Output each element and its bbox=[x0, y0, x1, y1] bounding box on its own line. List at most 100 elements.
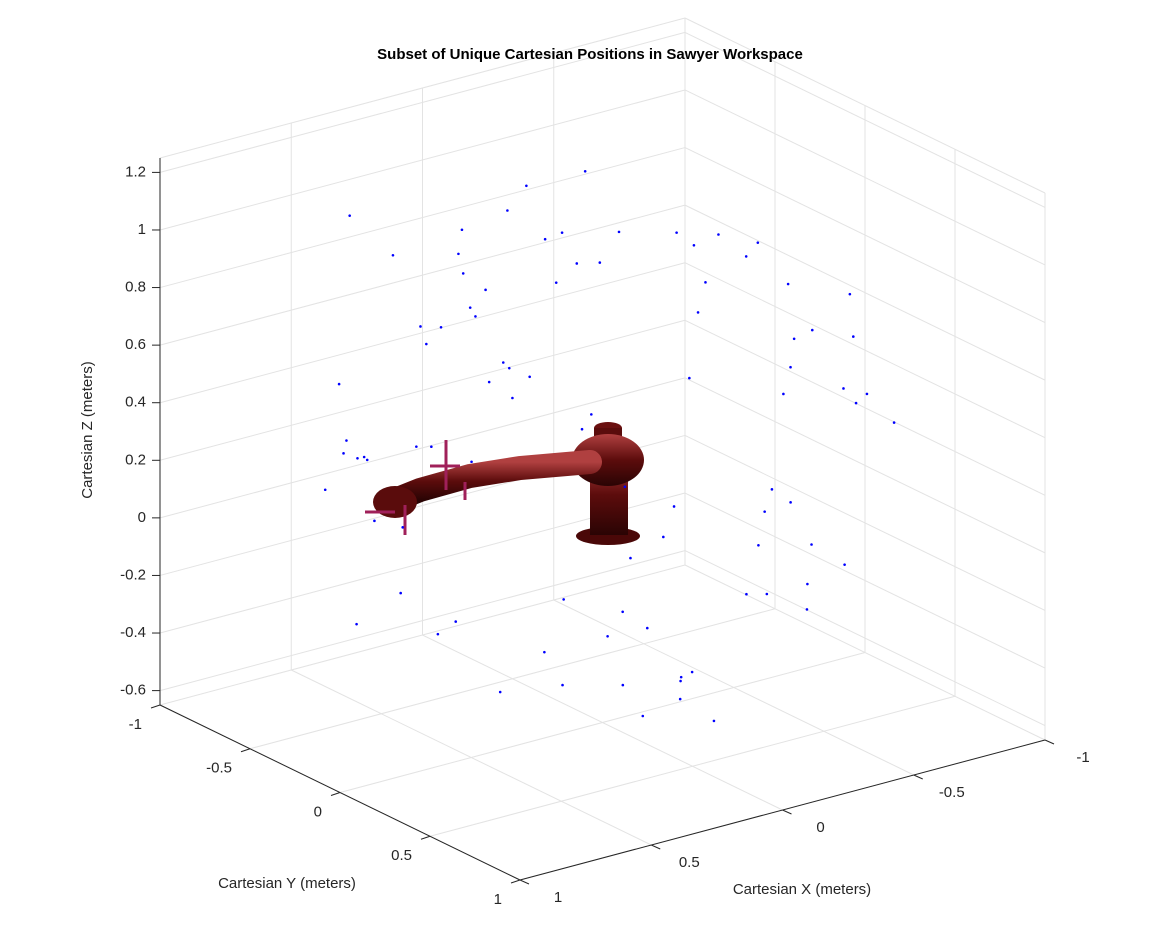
point bbox=[470, 460, 473, 464]
y-tick bbox=[420, 835, 431, 840]
point bbox=[692, 243, 696, 247]
point bbox=[342, 452, 345, 455]
grid-line bbox=[159, 319, 686, 461]
point bbox=[786, 282, 790, 286]
point bbox=[562, 598, 565, 601]
point bbox=[629, 556, 632, 560]
point bbox=[675, 231, 678, 234]
x-tick bbox=[782, 809, 792, 815]
grid-line bbox=[429, 695, 956, 837]
point bbox=[484, 288, 487, 292]
point bbox=[789, 501, 792, 504]
point bbox=[717, 233, 720, 236]
z-tick-label: 0.8 bbox=[125, 279, 146, 296]
point bbox=[345, 439, 348, 442]
grid-line bbox=[249, 608, 776, 750]
point bbox=[865, 392, 869, 396]
point bbox=[621, 683, 625, 687]
grid-line bbox=[684, 550, 1046, 727]
point bbox=[621, 610, 624, 614]
grid-line bbox=[684, 434, 1046, 611]
point bbox=[373, 519, 376, 523]
point bbox=[507, 366, 511, 370]
point bbox=[744, 255, 748, 258]
x-tick-label: 0.5 bbox=[679, 854, 700, 871]
z-tick-label: 1.2 bbox=[125, 163, 146, 180]
point bbox=[806, 582, 809, 586]
point bbox=[805, 608, 809, 611]
grid-line bbox=[159, 550, 686, 692]
robot-model bbox=[365, 422, 644, 545]
grid-line bbox=[159, 89, 686, 231]
point bbox=[543, 237, 547, 241]
x-tick-label: -0.5 bbox=[939, 784, 965, 801]
point bbox=[623, 485, 627, 489]
point bbox=[501, 361, 505, 364]
point bbox=[506, 209, 509, 212]
y-tick bbox=[510, 879, 521, 884]
x-axis-label: Cartesian X (meters) bbox=[733, 881, 871, 898]
point bbox=[688, 376, 691, 380]
z-tick-label: -0.4 bbox=[120, 624, 146, 641]
point bbox=[679, 675, 683, 679]
point bbox=[419, 325, 422, 328]
y-tick bbox=[330, 792, 341, 796]
point bbox=[543, 650, 546, 654]
point bbox=[401, 526, 405, 529]
point bbox=[362, 455, 366, 459]
y-axis-label: Cartesian Y (meters) bbox=[218, 875, 356, 892]
point bbox=[662, 535, 665, 539]
y-tick-label: -0.5 bbox=[206, 760, 232, 777]
point bbox=[583, 170, 587, 173]
point bbox=[679, 679, 682, 683]
x-tick-label: 1 bbox=[554, 889, 562, 906]
point bbox=[436, 632, 440, 636]
z-tick-label: 0 bbox=[138, 509, 146, 526]
y-tick-label: 0 bbox=[314, 803, 322, 820]
point bbox=[678, 697, 682, 701]
point bbox=[704, 281, 707, 284]
y-tick bbox=[150, 704, 161, 709]
point bbox=[528, 375, 531, 379]
y-tick-label: -1 bbox=[129, 716, 142, 733]
x-tick bbox=[651, 844, 661, 850]
point bbox=[843, 563, 846, 566]
point bbox=[842, 387, 845, 390]
grid-line bbox=[684, 262, 1046, 439]
point bbox=[854, 401, 858, 405]
point bbox=[852, 335, 855, 338]
point bbox=[792, 337, 796, 341]
point bbox=[672, 505, 676, 508]
point bbox=[810, 328, 814, 332]
point bbox=[474, 315, 477, 318]
grid bbox=[150, 17, 1055, 885]
grid-line bbox=[159, 262, 686, 404]
x-tick bbox=[519, 879, 530, 885]
grid-line bbox=[159, 204, 686, 346]
box-edge bbox=[684, 17, 1046, 194]
point bbox=[461, 272, 465, 275]
point bbox=[590, 413, 593, 416]
point bbox=[454, 620, 458, 623]
z-tick-label: -0.6 bbox=[120, 682, 146, 699]
point bbox=[782, 392, 785, 396]
point bbox=[575, 262, 579, 265]
box-edge bbox=[159, 17, 686, 159]
grid-line bbox=[684, 89, 1046, 266]
point bbox=[399, 591, 402, 595]
point bbox=[892, 421, 896, 424]
point bbox=[425, 342, 428, 346]
point bbox=[457, 252, 460, 256]
point bbox=[606, 635, 609, 638]
z-tick-label: 0.2 bbox=[125, 451, 146, 468]
grid-line bbox=[159, 564, 686, 706]
x-tick bbox=[913, 774, 923, 780]
point bbox=[348, 214, 351, 217]
point bbox=[645, 626, 649, 630]
y-tick bbox=[240, 748, 251, 753]
grid-line bbox=[684, 204, 1046, 381]
x-tick-label: -1 bbox=[1076, 749, 1089, 766]
grid-line bbox=[684, 31, 1046, 208]
point bbox=[439, 325, 443, 329]
